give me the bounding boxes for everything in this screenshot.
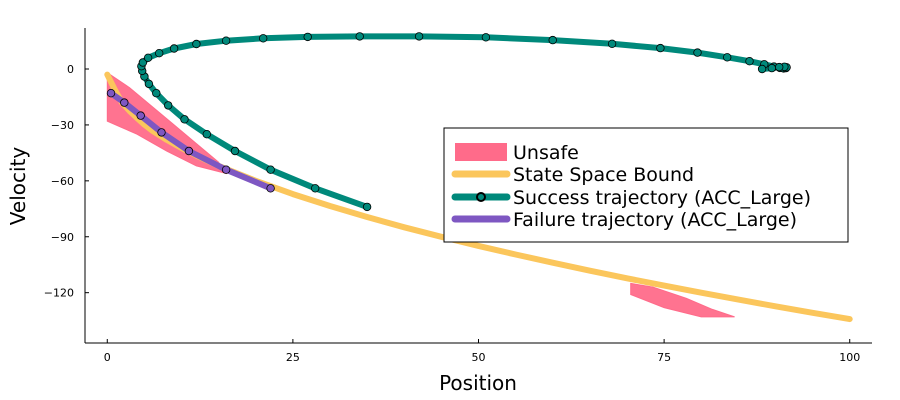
x-tick-label: 75 — [657, 351, 671, 364]
success-trajectory-point — [693, 48, 702, 57]
success-trajectory-point — [154, 49, 164, 58]
legend-box — [443, 127, 849, 243]
success-trajectory-point — [311, 184, 320, 193]
success-trajectory-point — [152, 88, 161, 98]
y-tick-label: 0 — [67, 63, 74, 76]
unsafe-region — [630, 282, 735, 318]
y-axis-title: Velocity — [6, 147, 30, 226]
x-tick-label: 100 — [839, 351, 860, 364]
success-trajectory-point — [745, 57, 754, 66]
y-tick-label: −60 — [51, 175, 74, 188]
x-tick-label: 25 — [286, 351, 300, 364]
failure-trajectory-point — [157, 128, 166, 137]
success-trajectory-point — [180, 115, 189, 124]
legend-label-state-space-bound: State Space Bound — [513, 164, 694, 186]
success-trajectory-point — [767, 63, 776, 73]
failure-trajectory-point — [136, 111, 145, 120]
legend-label-success-trajectory: Success trajectory (ACC_Large) — [513, 187, 811, 209]
success-trajectory-point — [362, 202, 372, 212]
x-tick-label: 50 — [472, 351, 486, 364]
failure-trajectory-point — [266, 184, 275, 193]
success-trajectory-point — [163, 101, 173, 110]
failure-trajectory-point — [106, 88, 116, 98]
success-trajectory-point — [259, 34, 268, 43]
success-trajectory-point — [221, 36, 231, 45]
y-tick-label: −120 — [44, 287, 74, 300]
state-space-bound-line — [104, 71, 853, 323]
success-trajectory-point — [144, 79, 154, 89]
success-trajectory-point — [355, 32, 364, 41]
success-trajectory-point — [143, 53, 153, 62]
success-trajectory-point — [723, 53, 732, 62]
failure-trajectory-point — [221, 165, 231, 174]
x-tick-label: 0 — [104, 351, 111, 364]
legend: Unsafe State Space Bound Success traject… — [443, 127, 849, 243]
legend-label-failure-trajectory: Failure trajectory (ACC_Large) — [513, 209, 797, 231]
success-trajectory-point — [266, 165, 275, 174]
success-trajectory-point — [757, 64, 767, 74]
success-trajectory-point — [230, 146, 240, 156]
success-trajectory-point — [607, 39, 617, 48]
failure-trajectory-point — [120, 98, 129, 107]
success-trajectory-point — [202, 129, 211, 139]
y-tick-label: −30 — [51, 119, 74, 132]
success-trajectory-point — [169, 44, 179, 53]
success-trajectory-point — [775, 62, 784, 72]
ticks: 0 25 50 75 100 0 −30 −60 −90 −120 — [44, 63, 860, 364]
plot-area — [104, 32, 853, 323]
y-tick-label: −90 — [51, 231, 74, 244]
legend-label-unsafe: Unsafe — [513, 142, 579, 164]
success-trajectory-point — [414, 32, 424, 41]
success-trajectory-point — [303, 32, 312, 42]
success-trajectory-point — [192, 39, 201, 49]
legend-marker-success-trajectory — [476, 192, 486, 202]
failure-trajectory-point — [184, 146, 194, 156]
success-trajectory-point — [481, 33, 491, 42]
success-trajectory-point — [138, 58, 148, 67]
legend-swatch-unsafe — [455, 143, 507, 161]
x-axis-title: Position — [439, 371, 517, 395]
success-trajectory-point — [656, 43, 665, 53]
success-trajectory-point — [548, 35, 557, 45]
